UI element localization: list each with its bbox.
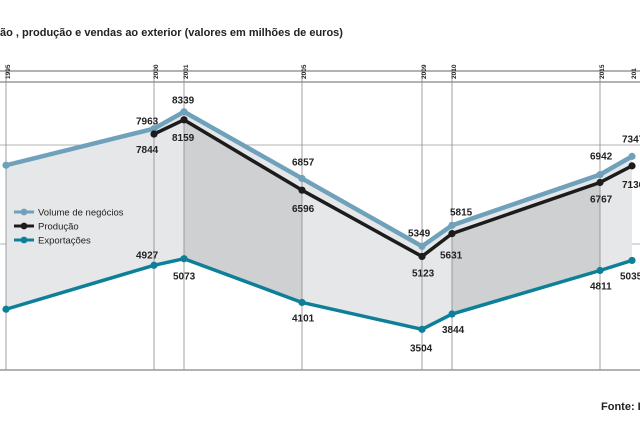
point-producao-2005 — [298, 186, 306, 194]
data-label-producao-2015: 6767 — [590, 194, 613, 205]
tick-label-2009: 2009 — [421, 64, 428, 79]
data-label-producao-2001: 8159 — [172, 133, 195, 144]
point-exportacoes-2000 — [150, 261, 158, 269]
dark-band-2001-2005 — [184, 119, 302, 303]
tick-label-2010: 2010 — [451, 64, 458, 79]
series-line-volume — [5, 109, 634, 249]
point-producao-2009 — [418, 252, 426, 261]
legend-label-exportacoes: Exportações — [38, 236, 91, 247]
data-label-exportacoes-2015: 4811 — [590, 282, 612, 293]
point-exportacoes-2001 — [180, 255, 188, 263]
point-exportacoes-2015 — [596, 266, 604, 275]
legend-swatch-dot-volume — [20, 208, 28, 216]
data-label-exportacoes-2000: 4927 — [136, 250, 159, 261]
point-producao-2010 — [448, 230, 456, 238]
tick-label-2016: 201 — [631, 68, 638, 79]
point-volume-2010 — [448, 221, 456, 229]
point-exportacoes-2016 — [628, 256, 636, 265]
legend-label-producao: Produção — [38, 222, 79, 233]
data-label-producao-2005: 6596 — [292, 204, 315, 215]
data-label-producao-2016: 7136 — [622, 180, 640, 191]
data-label-volume-2015: 6942 — [590, 152, 613, 163]
data-label-volume-2000: 7963 — [136, 117, 159, 128]
point-exportacoes-2010 — [448, 310, 456, 318]
tick-label-1995: 1995 — [5, 64, 12, 79]
tick-label-2000: 2000 — [153, 64, 160, 79]
series-line-exportacoes — [5, 256, 633, 332]
point-volume-2005 — [298, 174, 306, 183]
data-label-volume-2009: 5349 — [408, 228, 431, 239]
data-label-exportacoes-2009: 3504 — [410, 343, 433, 354]
point-volume-1995 — [2, 161, 10, 169]
data-label-producao-2000: 7844 — [136, 145, 159, 156]
point-producao-2016 — [628, 162, 636, 170]
tick-label-2015: 2015 — [599, 64, 606, 79]
data-label-exportacoes-2010: 3844 — [442, 325, 465, 336]
data-label-volume-2010: 5815 — [450, 207, 473, 218]
source-label: Fonte: I — [601, 401, 640, 413]
point-volume-2015 — [596, 171, 604, 179]
point-exportacoes-1995 — [2, 305, 10, 313]
point-volume-2009 — [418, 242, 426, 250]
point-producao-2015 — [596, 178, 604, 187]
legend-swatch-dot-exportacoes — [20, 236, 28, 244]
point-exportacoes-2005 — [298, 298, 306, 307]
data-label-volume-2001: 8339 — [172, 96, 195, 107]
data-label-exportacoes-2016: 5035 — [620, 271, 640, 282]
point-volume-2016 — [628, 152, 636, 160]
tick-label-2001: 2001 — [183, 64, 190, 79]
legend-swatch-dot-producao — [20, 222, 28, 230]
data-label-producao-2010: 5631 — [440, 251, 463, 262]
point-producao-2000 — [150, 130, 158, 138]
data-label-producao-2009: 5123 — [412, 268, 435, 279]
point-producao-2001 — [180, 116, 188, 124]
point-exportacoes-2009 — [418, 325, 426, 333]
chart-title: ão , produção e vendas ao exterior (valo… — [0, 27, 343, 39]
point-volume-2001 — [180, 108, 188, 116]
legend-label-volume: Volume de negócios — [38, 208, 124, 219]
point-volume-2000 — [150, 125, 158, 133]
tick-label-2005: 2005 — [301, 64, 308, 79]
data-label-exportacoes-2005: 4101 — [292, 313, 315, 324]
data-label-volume-2005: 6857 — [292, 157, 315, 168]
data-label-exportacoes-2001: 5073 — [173, 272, 196, 283]
